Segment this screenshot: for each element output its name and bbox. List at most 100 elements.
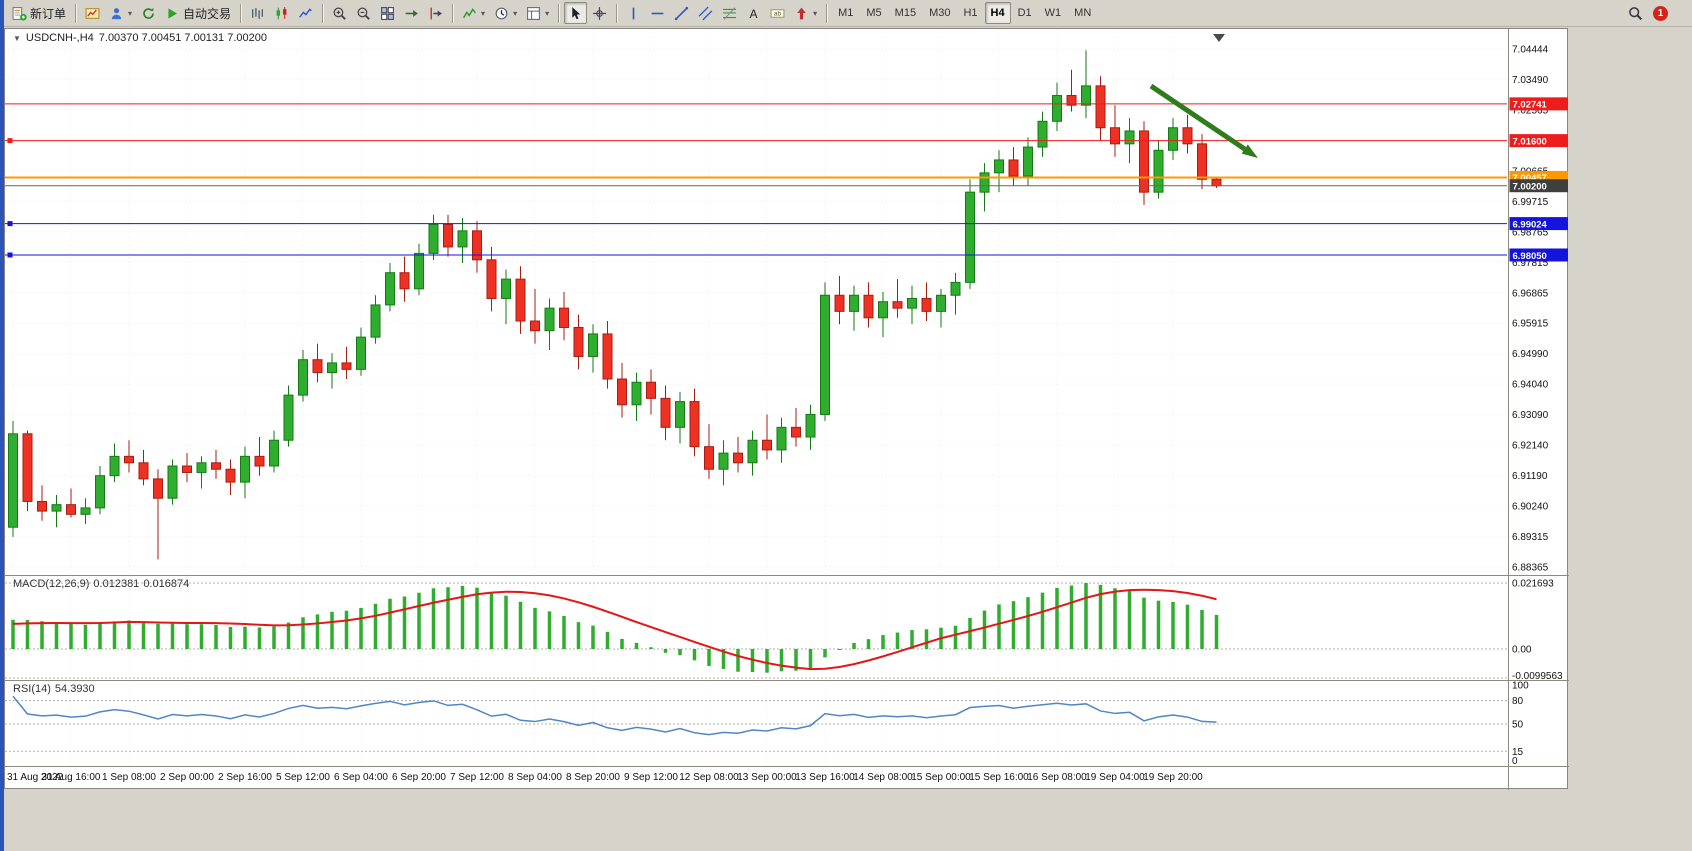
refresh-button[interactable] bbox=[137, 2, 160, 24]
price-label: 7.00200 bbox=[1513, 182, 1547, 193]
new-order-button[interactable]: 新订单 bbox=[8, 2, 70, 24]
candle bbox=[979, 163, 990, 212]
candle bbox=[791, 408, 801, 447]
chart-shift-button[interactable] bbox=[424, 2, 447, 24]
candle bbox=[138, 449, 149, 486]
chart-canvas[interactable]: 7.044447.034907.025657.016157.006656.997… bbox=[5, 29, 1569, 790]
time-tick: 19 Sep 20:00 bbox=[1143, 772, 1203, 783]
candle bbox=[298, 350, 308, 402]
text-label-button[interactable]: ab bbox=[766, 2, 789, 24]
chart-bars-icon bbox=[250, 6, 265, 21]
macd-signal-line bbox=[12, 588, 1217, 671]
candle bbox=[254, 437, 265, 476]
price-axis: 7.044447.034907.025657.016157.006656.997… bbox=[1512, 45, 1549, 574]
candle bbox=[356, 327, 366, 376]
chart-candles-button[interactable] bbox=[270, 2, 293, 24]
time-tick: 2 Sep 00:00 bbox=[160, 772, 214, 783]
vertical-line-icon bbox=[626, 6, 641, 21]
profiles-button[interactable]: ▾ bbox=[105, 2, 136, 24]
crosshair-button[interactable] bbox=[588, 2, 611, 24]
chart-window[interactable]: 7.044447.034907.025657.016157.006656.997… bbox=[4, 28, 1569, 790]
macd-axis-zero: 0.00 bbox=[1512, 645, 1532, 656]
candle bbox=[762, 414, 772, 460]
dropdown-arrow-icon: ▾ bbox=[128, 8, 133, 18]
tile-windows-button[interactable] bbox=[376, 2, 399, 24]
timeframe-mn-button[interactable]: MN bbox=[1074, 7, 1092, 19]
timeframe-group: M1 M5 M15 M30 H1 H4 D1 W1 MN bbox=[832, 2, 1097, 24]
candle bbox=[1153, 140, 1164, 199]
candle bbox=[109, 443, 120, 483]
horizontal-line-object[interactable]: 6.98050 bbox=[5, 248, 1568, 262]
time-tick: 5 Sep 12:00 bbox=[276, 772, 330, 783]
toolbar-separator bbox=[826, 3, 828, 23]
timeframe-h1-button[interactable]: H1 bbox=[963, 7, 978, 19]
dropdown-arrow-icon: ▾ bbox=[481, 8, 486, 18]
timeframe-m15-button[interactable]: M15 bbox=[894, 7, 917, 19]
candle bbox=[80, 498, 91, 524]
candle bbox=[849, 285, 859, 331]
timeframe-d1-button[interactable]: D1 bbox=[1017, 7, 1032, 19]
zoom-out-button[interactable] bbox=[352, 2, 375, 24]
time-tick: 13 Sep 00:00 bbox=[737, 772, 797, 783]
candle bbox=[211, 449, 221, 479]
candle bbox=[428, 214, 439, 260]
candle bbox=[646, 369, 656, 415]
candle bbox=[283, 385, 294, 447]
new-chart-button[interactable] bbox=[81, 2, 104, 24]
trendline-button[interactable] bbox=[670, 2, 693, 24]
chart-line-button[interactable] bbox=[294, 2, 317, 24]
cursor-button[interactable] bbox=[564, 2, 588, 24]
horizontal-line-object[interactable]: 7.01600 bbox=[5, 134, 1568, 147]
candle bbox=[631, 372, 642, 421]
toolbar-right-group: 1 bbox=[1624, 2, 1688, 24]
zoom-out-icon bbox=[356, 6, 371, 21]
price-tick: 6.94990 bbox=[1512, 349, 1549, 360]
vertical-line-button[interactable] bbox=[622, 2, 645, 24]
arrows-tool-button[interactable]: ▾ bbox=[790, 2, 821, 24]
horizontal-line-object[interactable]: 6.99024 bbox=[5, 217, 1568, 230]
candle bbox=[573, 314, 584, 370]
trend-arrow[interactable] bbox=[1149, 83, 1258, 158]
timeframe-m1-button[interactable]: M1 bbox=[838, 7, 854, 19]
rsi-axis-tick: 80 bbox=[1512, 696, 1524, 707]
candle bbox=[1168, 118, 1178, 160]
toolbar-separator bbox=[616, 3, 618, 23]
candle bbox=[457, 217, 468, 264]
zoom-in-button[interactable] bbox=[328, 2, 351, 24]
timeframe-w1-button[interactable]: W1 bbox=[1044, 7, 1062, 19]
horizontal-line-button[interactable] bbox=[646, 2, 669, 24]
chart-bars-button[interactable] bbox=[246, 2, 269, 24]
periods-button[interactable]: ▾ bbox=[490, 2, 521, 24]
candle bbox=[51, 494, 62, 528]
timeframe-m30-button[interactable]: M30 bbox=[929, 7, 951, 19]
auto-trading-button[interactable]: 自动交易 bbox=[161, 2, 235, 24]
candle bbox=[414, 243, 424, 296]
candle bbox=[1182, 114, 1193, 154]
timeframe-m5-button[interactable]: M5 bbox=[866, 7, 882, 19]
horizontal-line-object[interactable]: 7.00457 bbox=[5, 170, 1568, 184]
notification-badge[interactable]: 1 bbox=[1653, 5, 1668, 21]
horizontal-line-object[interactable]: 7.02741 bbox=[5, 97, 1568, 111]
candle bbox=[1211, 177, 1222, 188]
templates-button[interactable]: ▾ bbox=[522, 2, 553, 24]
search-button[interactable] bbox=[1624, 2, 1647, 24]
candle bbox=[167, 459, 178, 505]
chart-shift-marker[interactable] bbox=[1213, 34, 1225, 42]
text-button[interactable]: A bbox=[742, 2, 765, 24]
time-tick: 9 Sep 12:00 bbox=[624, 772, 678, 783]
price-tick: 6.94040 bbox=[1512, 380, 1549, 391]
time-tick: 14 Sep 08:00 bbox=[853, 772, 913, 783]
candle bbox=[588, 324, 598, 373]
price-tick: 6.92140 bbox=[1512, 441, 1549, 452]
timeframe-h4-button[interactable]: H4 bbox=[984, 2, 1011, 24]
candle bbox=[399, 256, 410, 302]
fibonacci-button[interactable] bbox=[718, 2, 741, 24]
candle bbox=[1110, 105, 1120, 157]
indicators-button[interactable]: ▾ bbox=[458, 2, 489, 24]
price-tick: 6.99715 bbox=[1512, 197, 1549, 208]
channel-button[interactable] bbox=[694, 2, 717, 24]
chart-line-icon bbox=[298, 6, 313, 21]
cursor-icon bbox=[568, 6, 583, 21]
horizontal-line-object[interactable]: 7.00200 bbox=[5, 179, 1568, 193]
auto-scroll-button[interactable] bbox=[400, 2, 423, 24]
